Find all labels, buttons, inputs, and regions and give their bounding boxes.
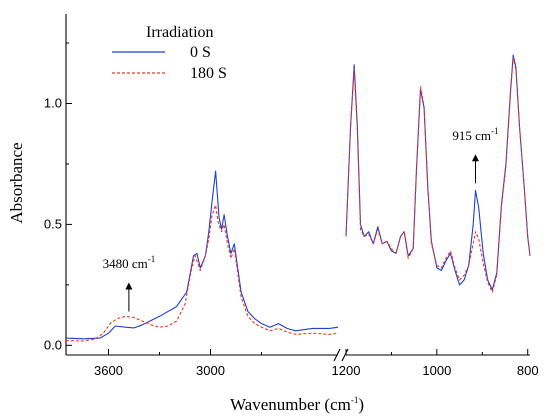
annotation-arrow-head xyxy=(471,154,479,162)
x-tick-label: 1000 xyxy=(422,363,451,378)
x-tick-label: 800 xyxy=(517,363,539,378)
x-tick-label: 3000 xyxy=(196,363,225,378)
y-tick-label: 0.0 xyxy=(44,337,62,352)
axes: 0.0 0.5 1.0 3600 3000 1200 1000 800 xyxy=(44,14,539,378)
x-axis-title-sup: -1 xyxy=(351,395,359,405)
y-axis-title: Absorbance xyxy=(7,142,26,223)
series-line-180s-panel2 xyxy=(345,56,531,293)
annotation-arrow-head xyxy=(125,282,133,290)
legend: Irradiation 0 S 180 S xyxy=(112,24,227,82)
axis-break-mark xyxy=(341,348,349,362)
annotation-label-main: 3480 cm xyxy=(103,256,148,271)
y-tick-label: 1.0 xyxy=(44,95,62,110)
series-line-0s-panel1 xyxy=(65,170,339,340)
annotation-label-main: 915 cm xyxy=(452,128,491,143)
x-axis-title-close: ) xyxy=(358,395,364,414)
x-tick-label: 1200 xyxy=(332,363,361,378)
series-line-0s-panel2 xyxy=(345,54,531,291)
annotation-label-sup: -1 xyxy=(491,126,499,136)
x-axis-title-main: Wavenumber (cm xyxy=(230,395,351,414)
series-line-180s-panel1 xyxy=(65,204,339,342)
x-tick-label: 3600 xyxy=(94,363,123,378)
legend-label: 180 S xyxy=(190,65,227,82)
annotation-label-sup: -1 xyxy=(148,254,156,264)
annotation-label: 3480 cm-1 xyxy=(103,254,156,271)
series-layer xyxy=(65,54,531,342)
legend-title: Irradiation xyxy=(146,24,214,41)
annotation-label: 915 cm-1 xyxy=(452,126,498,143)
axis-break-mark xyxy=(333,348,341,362)
y-tick-label: 0.5 xyxy=(44,216,62,231)
x-axis-title: Wavenumber (cm-1) xyxy=(230,395,364,414)
legend-label: 0 S xyxy=(190,44,211,61)
